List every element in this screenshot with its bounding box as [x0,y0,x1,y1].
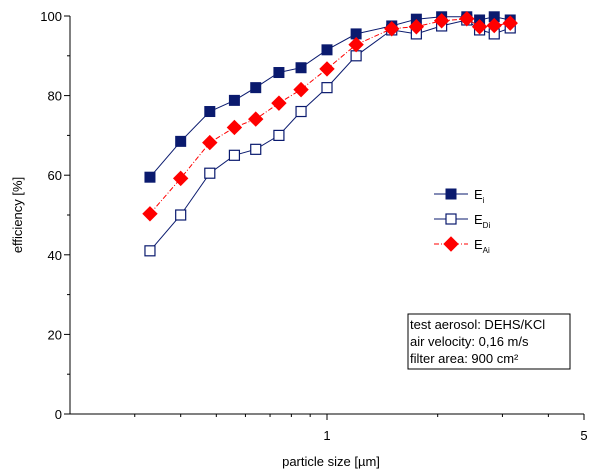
x-tick-label: 5 [580,428,587,443]
data-point [144,171,156,183]
legend-marker [445,213,457,225]
series-eai [142,11,518,222]
data-series [142,11,518,257]
y-tick-label: 80 [48,89,62,104]
data-point [408,19,425,35]
data-point [321,82,333,94]
legend-label: EAi [474,237,490,255]
data-point [486,17,502,34]
x-tick-label: 1 [323,428,330,443]
annotation-line: filter area: 900 cm² [410,351,519,366]
data-point [295,105,307,118]
data-point [293,81,309,98]
x-axis-label: particle size [µm] [282,454,380,469]
data-point [250,143,262,155]
series-line [149,18,511,215]
legend-label-subscript: Di [483,221,491,230]
annotation-line: test aerosol: DEHS/KCl [410,317,545,332]
data-point [228,94,240,106]
data-point [204,106,216,118]
legend: Ei EDi EAi [434,187,490,255]
data-point [175,209,187,221]
legend-label-subscript: Ai [483,246,490,255]
data-point [175,135,187,147]
data-point [433,13,450,29]
data-point [202,134,218,151]
legend-label: Ei [474,187,485,205]
y-tick-label: 20 [48,327,62,342]
data-point [228,149,241,161]
series-ei [144,11,516,183]
data-point [250,82,262,94]
data-point [459,11,475,27]
data-point [319,61,335,77]
data-point [226,119,243,136]
annotation-frame [407,313,571,370]
series-line [149,16,511,178]
legend-marker [445,188,457,200]
y-tick-label: 100 [40,9,62,24]
data-point [248,111,264,127]
data-point [321,44,333,56]
data-point [204,167,216,179]
series-line [149,19,511,252]
y-axis-label: efficiency [%] [10,177,25,253]
data-point [348,36,364,53]
legend-label-subscript: i [483,196,485,205]
y-axis-ticks: 0 20 40 60 80 100 [40,9,70,422]
legend-label: EDi [474,212,490,230]
data-point [172,170,189,187]
data-point [502,15,518,31]
legend-marker [443,236,459,252]
data-point [384,21,400,37]
data-point [273,67,285,79]
data-point [273,129,285,141]
y-tick-label: 40 [48,248,62,263]
data-point [144,245,156,257]
data-point [471,19,488,35]
data-point [271,95,287,111]
y-tick-label: 60 [48,168,62,183]
data-point [142,206,158,222]
annotation-box: test aerosol: DEHS/KCl air velocity: 0,1… [407,313,571,370]
data-point [295,62,307,74]
annotation-line: air velocity: 0,16 m/s [410,334,529,349]
y-tick-label: 0 [55,407,62,422]
